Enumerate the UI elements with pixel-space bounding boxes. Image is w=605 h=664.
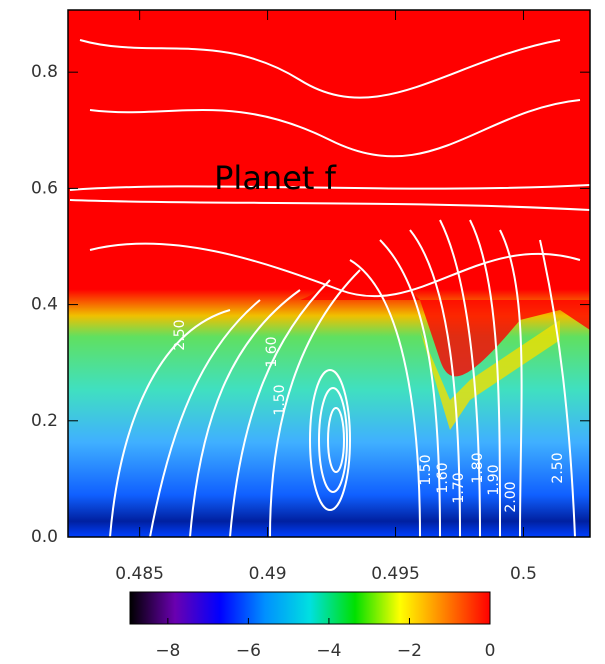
contour-label: 1.60 [264, 336, 280, 367]
contour-label: 2.50 [172, 319, 188, 350]
contour-label: 1.90 [486, 464, 502, 495]
contour-label: 1.60 [435, 462, 451, 493]
contour-label: 1.50 [418, 454, 434, 485]
contour-label: 1.80 [470, 452, 486, 483]
y-tick-label: 0.4 [31, 295, 58, 315]
contour-label: 2.50 [550, 452, 566, 483]
plot-frame [67, 9, 591, 538]
colorbar-tick-label: −2 [397, 641, 422, 661]
contour-label: 1.50 [272, 384, 288, 415]
colorbar-tick-label: −6 [236, 641, 261, 661]
x-tick-label: 0.49 [249, 564, 287, 584]
y-tick-label: 0.8 [31, 62, 58, 82]
y-tick-label: 0.0 [31, 527, 58, 547]
colorbar-tick-label: 0 [485, 641, 496, 661]
contour-label: 1.70 [451, 472, 467, 503]
y-tick-label: 0.6 [31, 178, 58, 198]
annotation: Planet f [214, 159, 336, 197]
heatmap [68, 10, 590, 537]
y-tick-label: 0.2 [31, 411, 58, 431]
x-tick-label: 0.495 [371, 564, 420, 584]
x-tick-label: 0.5 [510, 564, 537, 584]
x-tick-label: 0.485 [115, 564, 164, 584]
colorbar-tick-label: −4 [316, 641, 341, 661]
colorbar-tick-label: −8 [155, 641, 180, 661]
colorbar [129, 591, 491, 625]
contour-label: 2.00 [503, 481, 519, 512]
